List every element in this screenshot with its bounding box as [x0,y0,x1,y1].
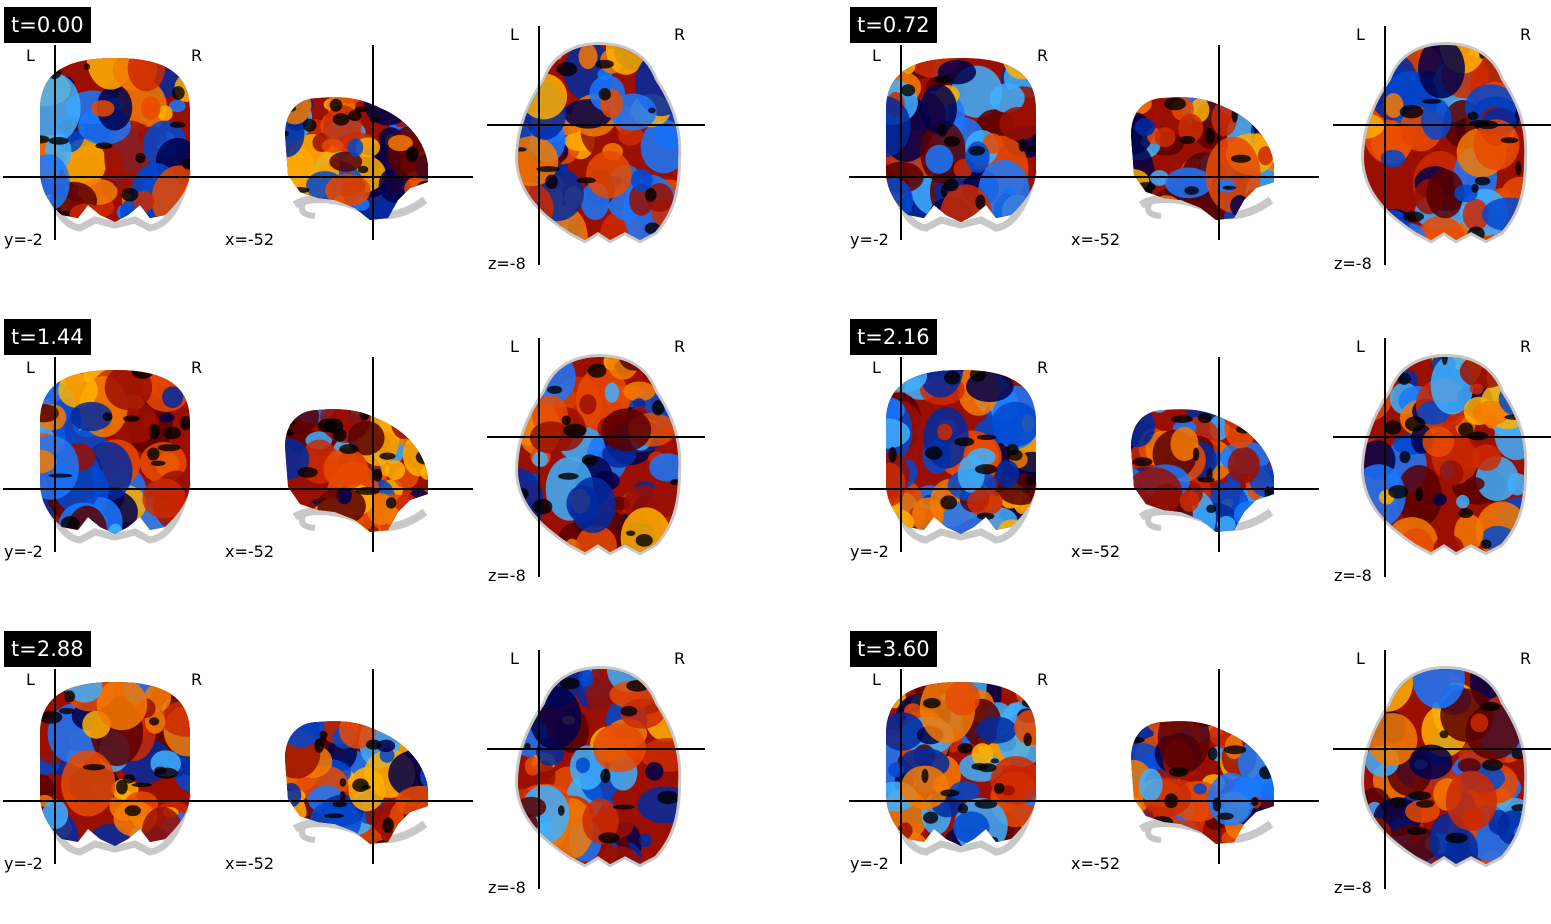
axial-right-label: R [674,337,686,356]
coronal-cut-label: y=-2 [4,230,43,249]
time-label: t=0.00 [4,7,91,43]
axial-cut-label: z=-8 [1334,254,1372,273]
axial-right-label: R [1520,337,1532,356]
coronal-right-label: R [191,670,203,689]
brain-views [849,338,1551,577]
sagittal-cut-label: x=-52 [225,854,275,873]
brain-views [3,650,705,889]
brain-views [849,650,1551,889]
brain-views [3,338,705,577]
axial-right-label: R [674,649,686,668]
coronal-cut-label: y=-2 [4,854,43,873]
axial-left-label: L [510,337,519,356]
axial-cut-label: z=-8 [488,566,526,585]
brain-views [3,26,705,265]
coronal-left-label: L [872,670,881,689]
axial-left-label: L [510,649,519,668]
coronal-left-label: L [872,46,881,65]
coronal-cut-label: y=-2 [850,542,889,561]
time-label: t=3.60 [850,631,937,667]
coronal-right-label: R [1037,670,1049,689]
sagittal-cut-label: x=-52 [225,230,275,249]
axial-cut-label: z=-8 [1334,566,1372,585]
axial-left-label: L [1356,649,1365,668]
axial-cut-label: z=-8 [488,878,526,897]
axial-cut-label: z=-8 [1334,878,1372,897]
coronal-right-label: R [191,358,203,377]
coronal-right-label: R [191,46,203,65]
time-label: t=2.16 [850,319,937,355]
coronal-cut-label: y=-2 [850,854,889,873]
sagittal-cut-label: x=-52 [1071,230,1121,249]
coronal-left-label: L [872,358,881,377]
sagittal-cut-label: x=-52 [225,542,275,561]
coronal-right-label: R [1037,46,1049,65]
coronal-right-label: R [1037,358,1049,377]
time-label: t=2.88 [4,631,91,667]
time-label: t=1.44 [4,319,91,355]
axial-left-label: L [1356,25,1365,44]
axial-cut-label: z=-8 [488,254,526,273]
coronal-left-label: L [26,46,35,65]
time-label: t=0.72 [850,7,937,43]
sagittal-cut-label: x=-52 [1071,854,1121,873]
axial-right-label: R [674,25,686,44]
coronal-left-label: L [26,670,35,689]
axial-left-label: L [510,25,519,44]
axial-right-label: R [1520,25,1532,44]
axial-left-label: L [1356,337,1365,356]
sagittal-cut-label: x=-52 [1071,542,1121,561]
axial-right-label: R [1520,649,1532,668]
coronal-cut-label: y=-2 [4,542,43,561]
brain-views [849,26,1551,265]
coronal-cut-label: y=-2 [850,230,889,249]
coronal-left-label: L [26,358,35,377]
